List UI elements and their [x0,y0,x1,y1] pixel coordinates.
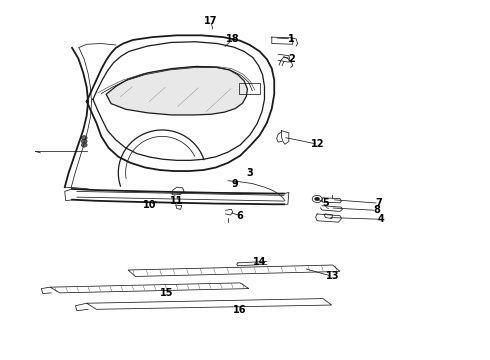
Circle shape [81,136,87,140]
Text: 18: 18 [226,34,240,44]
Text: 17: 17 [204,16,218,26]
Text: 11: 11 [170,197,184,206]
Text: 15: 15 [160,288,174,297]
Text: 7: 7 [376,198,382,208]
Polygon shape [106,66,247,115]
Text: 5: 5 [322,198,329,208]
Text: 10: 10 [143,200,157,210]
Circle shape [81,139,87,144]
Text: 12: 12 [311,139,325,149]
Text: 16: 16 [233,305,247,315]
Text: 13: 13 [326,271,340,282]
Text: 4: 4 [378,214,385,224]
Text: 8: 8 [373,205,380,215]
Text: 6: 6 [237,211,244,221]
Circle shape [315,197,319,201]
Text: 9: 9 [232,179,239,189]
Circle shape [81,143,87,147]
Text: 1: 1 [288,34,294,44]
Text: 3: 3 [246,168,253,178]
Text: 14: 14 [253,257,267,267]
Text: 2: 2 [288,54,294,64]
